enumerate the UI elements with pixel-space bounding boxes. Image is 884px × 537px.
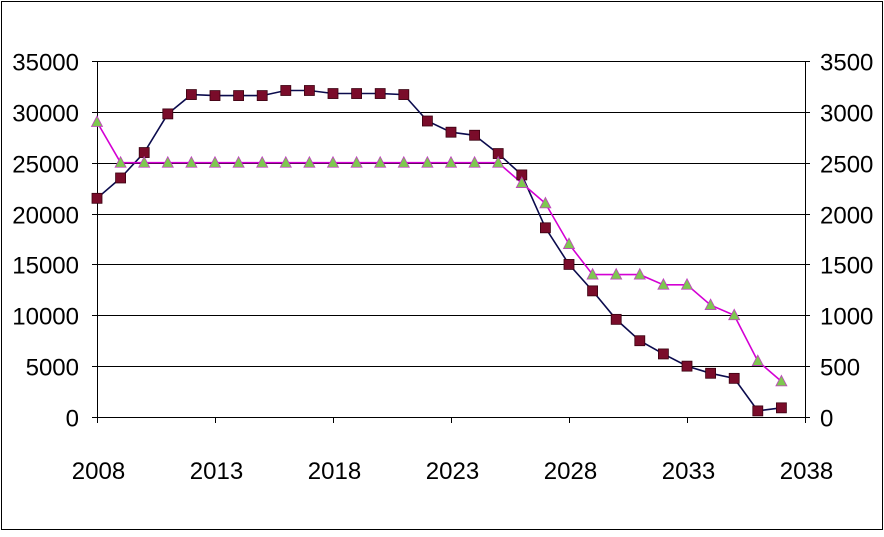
series-2-marker: [114, 155, 127, 168]
y-tick-label: 30000: [12, 101, 79, 128]
series-1-marker: [162, 108, 174, 120]
series-1-marker: [469, 129, 481, 141]
series-1-marker: [587, 285, 598, 297]
series-1-marker: [776, 402, 787, 414]
series-2-marker: [161, 155, 174, 168]
series-2-marker: [208, 155, 222, 168]
series-2-marker: [775, 374, 788, 387]
y2-tick-label: 3500: [820, 50, 873, 77]
y2-tick-label: 2500: [820, 152, 873, 179]
x-tick-label: 2028: [544, 458, 597, 485]
x-tick-label: 2033: [662, 458, 715, 485]
series-1-marker: [280, 85, 292, 96]
series-2-marker: [397, 155, 410, 168]
series-2-marker: [468, 155, 481, 168]
series-1-marker: [752, 405, 764, 417]
tick-labels: 0 5000 10000 15000 20000 25000 30000 35000 0 500 1…: [12, 50, 873, 486]
series-1-marker: [256, 90, 268, 101]
series-2-marker: [586, 267, 599, 280]
y-tick-label: 0: [66, 406, 79, 433]
series-1-marker: [303, 85, 315, 96]
series-1-marker: [327, 88, 339, 99]
y-tick-label: 25000: [12, 152, 79, 179]
series-2-marker: [492, 155, 505, 168]
series-1-marker: [209, 90, 221, 101]
series-2-marker: [279, 155, 292, 168]
x-tick-label: 2023: [426, 458, 479, 485]
series-2-marker: [704, 298, 717, 311]
series-2-marker: [326, 155, 340, 168]
y-tick-label: 10000: [12, 304, 79, 331]
series-2-marker: [138, 155, 151, 168]
series-1-marker: [681, 360, 693, 372]
y2-tick-label: 1500: [820, 253, 873, 280]
series-1-marker: [374, 88, 386, 99]
series-2-marker: [421, 155, 434, 168]
series-2-marker: [680, 277, 694, 290]
series-1-marker: [185, 89, 197, 100]
series-2-marker: [751, 354, 764, 366]
x-tick-label: 2008: [72, 458, 125, 485]
series-1-marker: [728, 372, 740, 384]
series-markers: [90, 85, 788, 417]
y-tick-label: 35000: [12, 50, 79, 77]
series-2-marker: [90, 115, 104, 127]
y-tick-label: 5000: [26, 355, 79, 382]
x-tick-label: 2018: [308, 458, 361, 485]
series-1-marker: [91, 192, 103, 204]
series-1-marker: [610, 313, 622, 325]
series-2-marker: [444, 155, 458, 168]
y2-tick-label: 3000: [820, 101, 873, 128]
series-2-marker: [610, 267, 623, 280]
x-tick-label: 2038: [780, 458, 833, 485]
series-1-marker: [445, 126, 457, 138]
series-2-marker: [256, 155, 269, 168]
series-1-marker: [540, 222, 551, 234]
y-tick-label: 15000: [12, 253, 79, 280]
series-2-marker: [303, 155, 316, 168]
series-2-marker: [633, 267, 646, 280]
series-2-marker: [562, 237, 576, 249]
series-2-marker: [374, 155, 387, 168]
series-1-marker: [421, 115, 433, 127]
series-2-marker: [657, 277, 670, 290]
series-2-marker: [232, 155, 245, 168]
series-1-marker: [705, 367, 716, 379]
y2-tick-label: 2000: [820, 203, 873, 230]
series-1-marker: [563, 259, 575, 270]
series-1-marker: [634, 335, 646, 347]
series-2-marker: [350, 155, 363, 168]
series-1-marker: [658, 348, 669, 360]
series-2-line: [96, 121, 782, 383]
y2-tick-label: 500: [820, 355, 860, 382]
series-2-marker: [728, 308, 741, 321]
series-2-marker: [515, 176, 528, 188]
y2-tick-label: 1000: [820, 304, 873, 331]
series-2-marker: [185, 155, 198, 168]
y-tick-label: 20000: [12, 203, 79, 230]
x-tick-label: 2013: [190, 458, 243, 485]
series-1-marker: [351, 88, 363, 99]
y2-tick-label: 0: [820, 406, 833, 433]
series-1-marker: [115, 172, 126, 184]
series-1-marker: [233, 90, 245, 101]
series-2-marker: [539, 196, 552, 209]
series-1-marker: [398, 89, 410, 100]
